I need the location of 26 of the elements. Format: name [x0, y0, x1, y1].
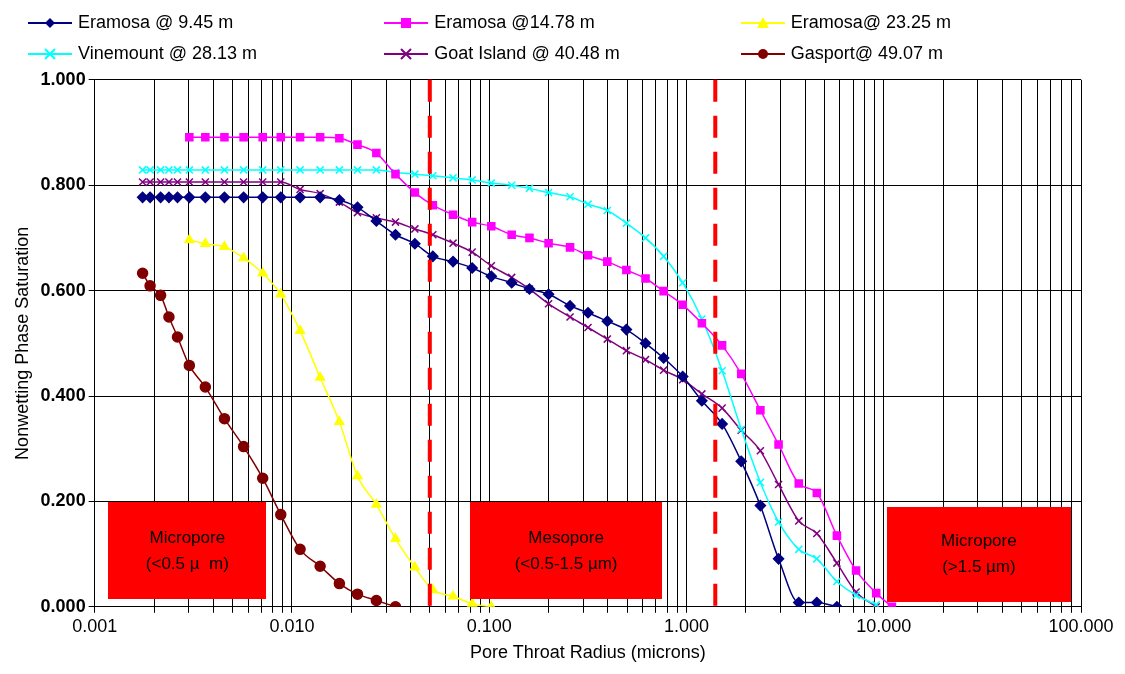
- note-box: Mesopore (<0.5-1.5 µm): [470, 502, 662, 600]
- x-tick-label: 10.000: [856, 615, 912, 636]
- legend-label: Goat Island @ 40.48 m: [434, 43, 620, 64]
- legend-label: Eramosa @ 9.45 m: [78, 12, 234, 33]
- x-tick-label: 0.100: [466, 615, 512, 636]
- note-box: Micropore (<0.5 µ m): [108, 502, 267, 600]
- annotation: Micropore (<0.5 µ m): [145, 526, 229, 575]
- legend-label: Gasport@ 49.07 m: [790, 43, 943, 64]
- y-tick-label: 1.000: [40, 68, 86, 89]
- legend-label: Eramosa@ 23.25 m: [790, 12, 951, 33]
- x-tick-label: 0.010: [269, 615, 315, 636]
- x-tick-label: 100.000: [1048, 615, 1114, 636]
- y-tick-label: 0.000: [40, 595, 86, 616]
- annotation: Micropore (>1.5 µm): [941, 530, 1017, 579]
- y-tick-label: 0.600: [40, 279, 86, 300]
- y-tick-label: 0.200: [40, 490, 86, 511]
- x-tick-label: 1.000: [663, 615, 709, 636]
- y-tick-label: 0.800: [40, 174, 86, 195]
- x-axis-title: Pore Throat Radius (microns): [469, 642, 706, 663]
- note-box: Micropore (>1.5 µm): [886, 506, 1072, 602]
- y-tick-label: 0.400: [40, 384, 86, 405]
- x-tick-label: 0.001: [72, 615, 118, 636]
- legend-label: Eramosa @14.78 m: [434, 12, 595, 33]
- annotation: Mesopore (<0.5-1.5 µm): [514, 526, 618, 575]
- y-axis-title: Nonwetting Phase Saturation: [11, 226, 32, 460]
- legend-label: Vinemount @ 28.13 m: [78, 43, 258, 64]
